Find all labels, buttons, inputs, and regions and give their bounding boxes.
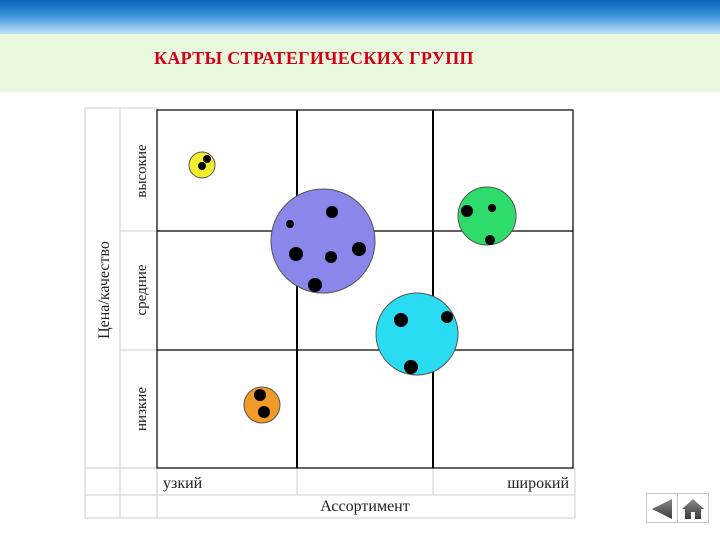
company-dot — [461, 205, 473, 217]
company-dot — [203, 155, 211, 163]
group-circle-orange — [243, 386, 281, 424]
group-circle-green — [457, 186, 517, 246]
company-dot — [394, 313, 408, 327]
x-end-wide: широкий — [507, 475, 569, 492]
main-grid — [156, 109, 574, 469]
back-triangle-icon — [652, 499, 672, 519]
header-gradient-bar — [0, 0, 720, 34]
outer-grid — [84, 107, 576, 519]
company-dot — [326, 206, 338, 218]
y-level-low: низкие — [134, 387, 150, 431]
y-level-medium: средние — [134, 264, 150, 315]
group-circle-cyan — [375, 292, 459, 376]
title-band — [0, 34, 720, 90]
x-axis-title: Ассортимент — [320, 498, 409, 515]
y-level-high: высокие — [134, 144, 150, 198]
company-dot — [254, 389, 266, 401]
company-dot — [325, 251, 337, 263]
company-dots — [198, 155, 496, 418]
company-dot — [286, 220, 294, 228]
company-dot — [441, 311, 453, 323]
y-axis-title: Цена/качество — [96, 241, 113, 339]
company-dot — [289, 247, 303, 261]
back-button[interactable] — [646, 493, 678, 523]
company-dot — [488, 204, 496, 212]
group-circle-blue — [270, 188, 376, 294]
company-dot — [198, 162, 206, 170]
company-dot — [308, 278, 322, 292]
home-button[interactable] — [677, 493, 709, 523]
home-icon — [682, 499, 704, 519]
x-end-narrow: узкий — [163, 475, 203, 492]
slide-title: КАРТЫ СТРАТЕГИЧЕСКИХ ГРУПП — [154, 48, 474, 68]
company-dot — [485, 235, 495, 245]
company-dot — [352, 242, 366, 256]
company-dot — [404, 360, 418, 374]
company-dot — [258, 406, 270, 418]
